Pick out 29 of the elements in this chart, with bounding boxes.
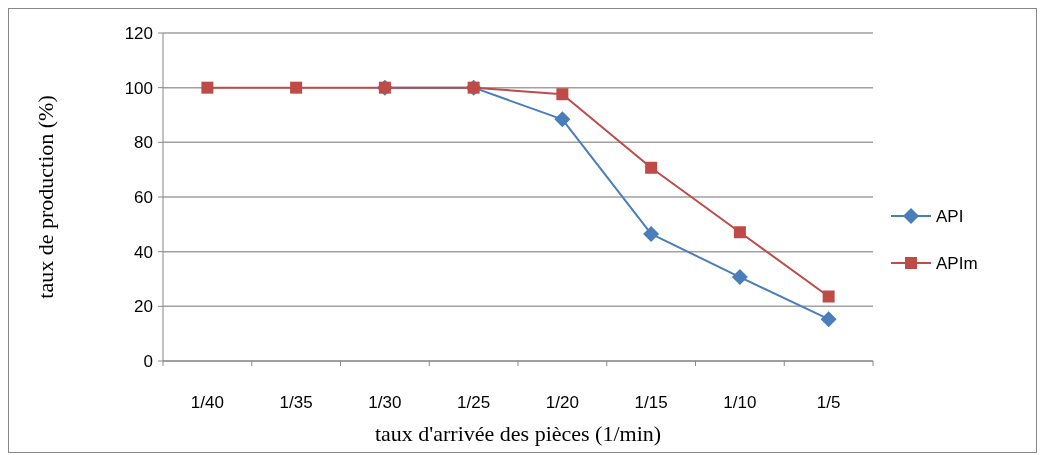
point — [556, 88, 569, 101]
x-tick-label: 1/5 — [816, 393, 841, 412]
point — [554, 111, 571, 128]
x-tick-label: 1/40 — [190, 393, 224, 412]
point — [645, 161, 658, 174]
x-tick-label: 1/30 — [368, 393, 402, 412]
point — [733, 226, 746, 239]
point — [643, 225, 660, 242]
y-tick-label: 0 — [143, 351, 153, 371]
x-tick-label: 1/25 — [457, 393, 491, 412]
y-tick-label: 120 — [124, 23, 153, 43]
y-tick-label: 80 — [134, 133, 153, 153]
y-tick-label: 40 — [134, 242, 153, 262]
legend-label: APIm — [936, 253, 978, 273]
y-tick-label: 100 — [124, 78, 153, 98]
point — [201, 81, 214, 94]
point — [820, 311, 837, 328]
legend-label: API — [936, 206, 964, 226]
point — [731, 269, 748, 286]
x-tick-label: 1/20 — [545, 393, 579, 412]
x-axis-title: taux d'arrivée des pièces (1/min) — [374, 421, 662, 446]
x-tick-label: 1/15 — [634, 393, 668, 412]
x-tick-label: 1/10 — [723, 393, 757, 412]
point — [822, 290, 835, 303]
y-tick-label: 60 — [134, 187, 153, 207]
point — [290, 81, 303, 94]
y-axis-title: taux de production (%) — [33, 95, 58, 299]
x-tick-label: 1/35 — [279, 393, 313, 412]
y-tick-label: 20 — [134, 297, 153, 317]
